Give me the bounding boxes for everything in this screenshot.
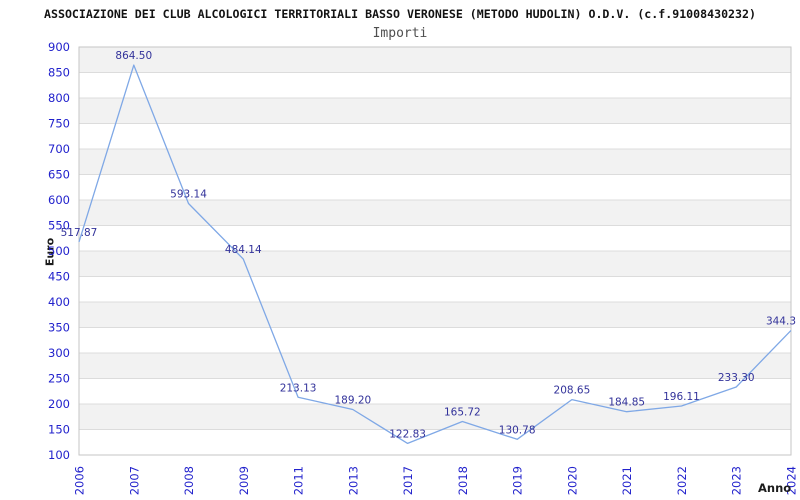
value-label: 184.85: [608, 397, 645, 409]
y-tick-label: 350: [48, 321, 70, 335]
plot-band: [79, 276, 791, 302]
value-label: 864.50: [115, 50, 152, 62]
value-label: 593.14: [170, 188, 207, 200]
y-tick-label: 450: [48, 270, 70, 284]
chart-subtitle: Importi: [372, 26, 428, 41]
x-axis-title: Anno: [758, 481, 792, 495]
plot-band: [79, 327, 791, 353]
value-label: 165.72: [444, 406, 481, 418]
plot-band: [79, 225, 791, 251]
y-tick-label: 150: [48, 423, 70, 437]
y-tick-label: 850: [48, 66, 70, 80]
value-label: 344.3: [766, 315, 796, 327]
x-tick-label: 2013: [346, 466, 360, 495]
x-tick-label: 2017: [401, 466, 415, 495]
x-tick-label: 2009: [237, 466, 251, 495]
x-tick-label: 2011: [292, 466, 306, 495]
y-tick-label: 800: [48, 91, 70, 105]
value-label: 213.13: [280, 382, 317, 394]
y-tick-label: 550: [48, 219, 70, 233]
x-tick-label: 2018: [456, 466, 470, 495]
plot-band: [79, 123, 791, 149]
value-label: 196.11: [663, 391, 700, 403]
y-tick-label: 700: [48, 142, 70, 156]
plot-band: [79, 429, 791, 455]
plot-band: [79, 200, 791, 226]
value-label: 484.14: [225, 244, 262, 256]
x-tick-label: 2007: [127, 466, 141, 495]
plot-band: [79, 378, 791, 404]
plot-border: [78, 46, 792, 456]
value-label: 122.83: [389, 428, 426, 440]
y-tick-label: 650: [48, 168, 70, 182]
x-tick-label: 2008: [182, 466, 196, 495]
plot-band: [79, 174, 791, 200]
y-tick-label: 500: [48, 244, 70, 258]
x-tick-label: 2019: [511, 466, 525, 495]
y-tick-label: 100: [48, 448, 70, 462]
y-tick-label: 600: [48, 193, 70, 207]
y-tick-label: 900: [48, 40, 70, 54]
value-label: 208.65: [554, 385, 591, 397]
x-tick-label: 2020: [565, 466, 579, 495]
series-line: [78, 64, 792, 445]
x-tick-label: 2022: [675, 466, 689, 495]
plot-band: [79, 302, 791, 328]
y-tick-label: 750: [48, 117, 70, 131]
chart-title: ASSOCIAZIONE DEI CLUB ALCOLOGICI TERRITO…: [44, 7, 756, 21]
x-tick-label: 2023: [730, 466, 744, 495]
x-tick-label: 2024: [785, 466, 799, 495]
y-tick-label: 300: [48, 346, 70, 360]
value-label: 189.20: [334, 395, 371, 407]
value-label: 130.78: [499, 424, 536, 436]
y-tick-label: 250: [48, 372, 70, 386]
value-label: 233.30: [718, 372, 755, 384]
plot-band: [79, 47, 791, 73]
plot-band: [79, 98, 791, 124]
x-tick-label: 2006: [73, 466, 87, 495]
plot-band: [79, 72, 791, 98]
plot-band: [79, 404, 791, 430]
plot-band: [79, 251, 791, 277]
plot-band: [79, 149, 791, 175]
plot-band: [79, 353, 791, 379]
x-tick-label: 2021: [620, 466, 634, 495]
y-tick-label: 400: [48, 295, 70, 309]
y-tick-label: 200: [48, 397, 70, 411]
value-label: 517.87: [61, 227, 98, 239]
